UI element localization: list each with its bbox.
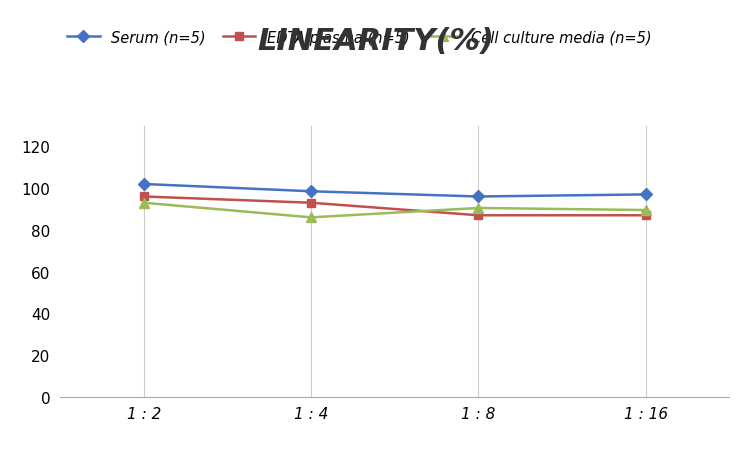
Serum (n=5) [139,182,148,187]
Legend: Serum (n=5), EDTA plasma (n=5), Cell culture media (n=5): Serum (n=5), EDTA plasma (n=5), Cell cul… [68,31,652,46]
Cell culture media (n=5) [307,215,316,221]
Cell culture media (n=5) [139,201,148,206]
Line: EDTA plasma (n=5): EDTA plasma (n=5) [140,193,650,220]
Line: Serum (n=5): Serum (n=5) [140,180,650,201]
Line: Cell culture media (n=5): Cell culture media (n=5) [139,198,650,223]
Serum (n=5) [641,192,650,198]
Text: LINEARITY(%): LINEARITY(%) [257,27,495,56]
EDTA plasma (n=5) [474,213,483,218]
EDTA plasma (n=5) [307,201,316,206]
EDTA plasma (n=5) [641,213,650,218]
Serum (n=5) [474,194,483,200]
EDTA plasma (n=5) [139,194,148,200]
Cell culture media (n=5) [641,208,650,213]
Serum (n=5) [307,189,316,194]
Cell culture media (n=5) [474,206,483,211]
